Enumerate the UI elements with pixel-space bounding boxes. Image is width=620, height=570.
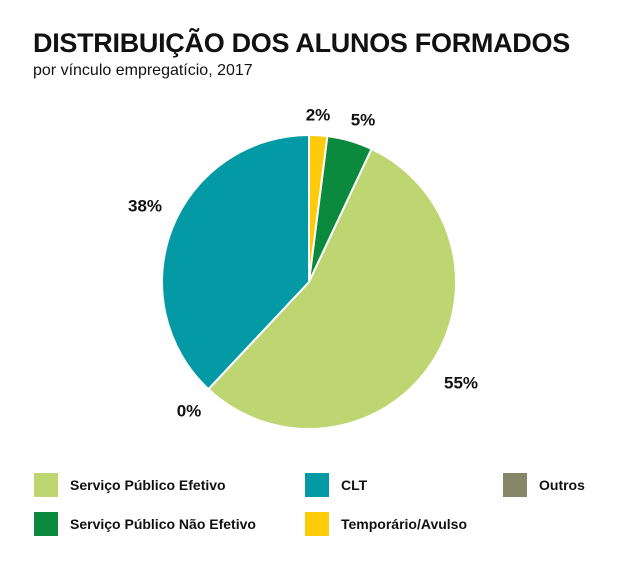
chart-subtitle: por vínculo empregatício, 2017 xyxy=(33,62,253,79)
legend-swatch xyxy=(305,473,329,497)
slice-data-label: 38% xyxy=(128,197,162,216)
legend-swatch xyxy=(503,473,527,497)
legend-swatch xyxy=(34,512,58,536)
legend-label: Serviço Público Não Efetivo xyxy=(70,516,256,532)
chart-title: DISTRIBUIÇÃO DOS ALUNOS FORMADOS xyxy=(33,28,570,58)
legend-swatch xyxy=(34,473,58,497)
slice-data-label: 5% xyxy=(351,111,376,130)
legend-item-servico-publico-efetivo: Serviço Público Efetivo xyxy=(34,473,226,497)
legend-item-temporario-avulso: Temporário/Avulso xyxy=(305,512,467,536)
slice-data-label: 55% xyxy=(444,374,478,393)
legend-label: Outros xyxy=(539,477,585,493)
legend-item-outros: Outros xyxy=(503,473,585,497)
pie-slice-clt xyxy=(160,134,310,391)
legend-swatch xyxy=(305,512,329,536)
legend-label: CLT xyxy=(341,477,368,493)
legend-item-servico-publico-nao-efetivo: Serviço Público Não Efetivo xyxy=(34,512,256,536)
pie-slice-servico-publico-efetivo xyxy=(207,147,457,430)
slice-data-label: 0% xyxy=(177,402,202,421)
legend-label: Temporário/Avulso xyxy=(341,516,468,532)
slice-data-label: 2% xyxy=(306,106,331,125)
legend-label: Serviço Público Efetivo xyxy=(70,477,226,493)
pie-chart: 2% 5% 55% 0% 38% xyxy=(128,106,478,430)
legend-item-clt: CLT xyxy=(305,473,367,497)
